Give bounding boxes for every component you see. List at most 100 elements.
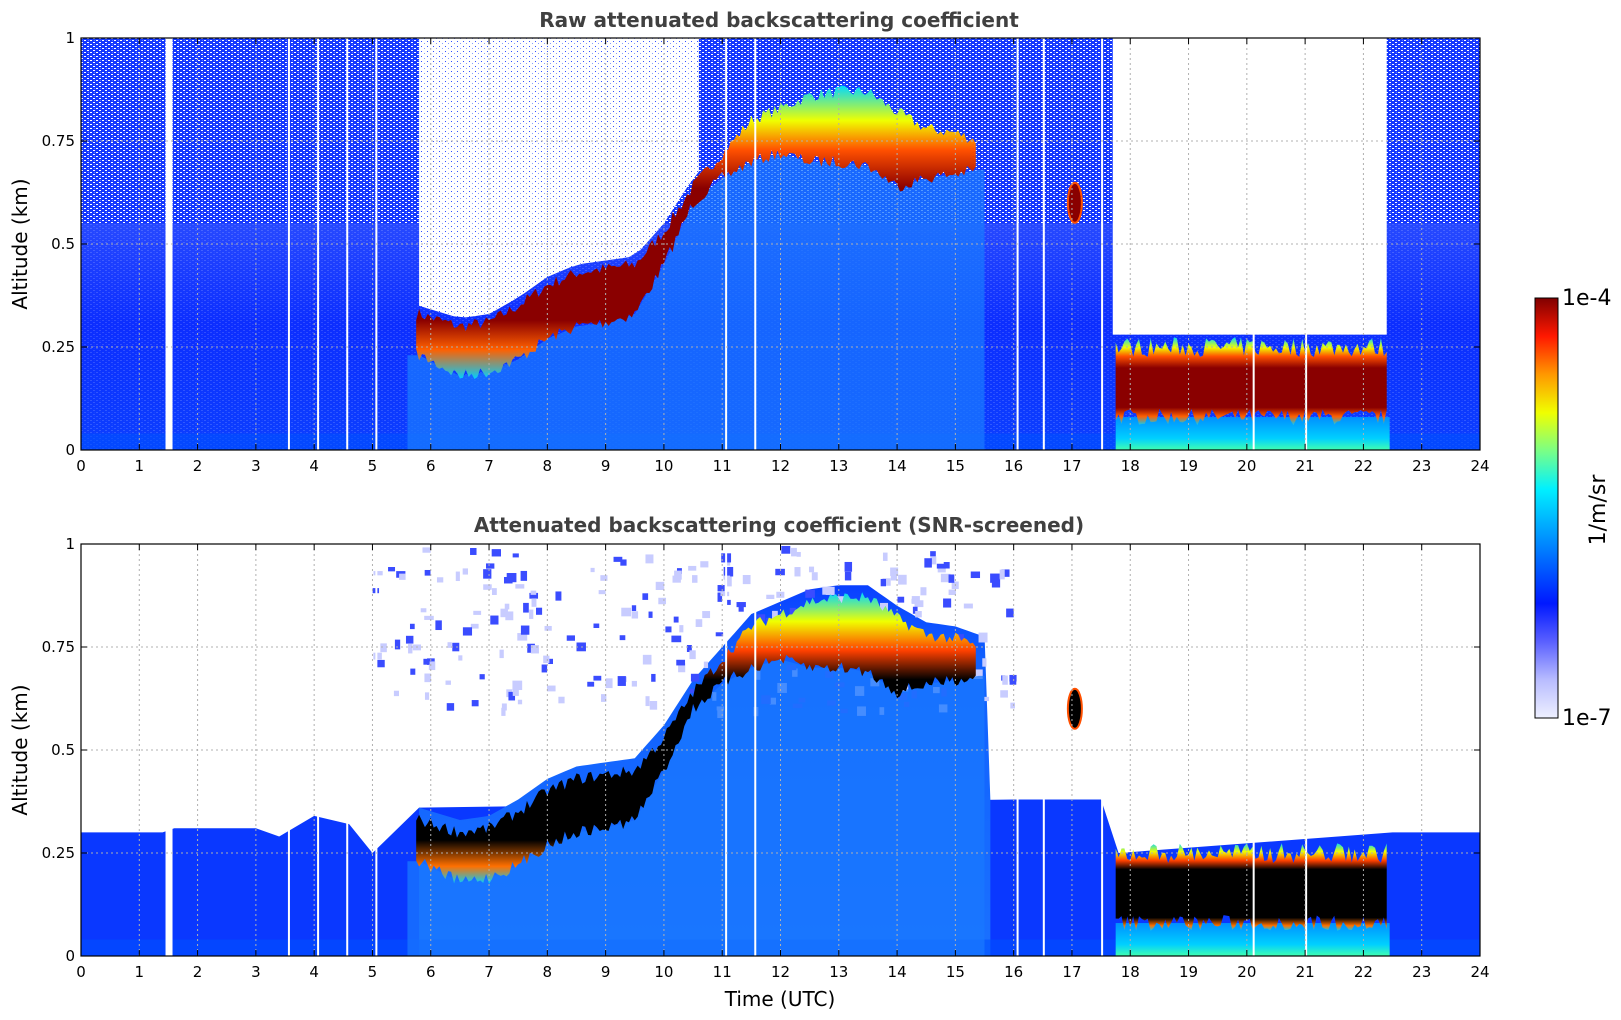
upper-return-screened [462, 568, 468, 575]
data-gap-raw [317, 38, 320, 450]
upper-return-screened [388, 567, 396, 572]
upper-return-screened [738, 606, 744, 612]
upper-return-screened [648, 611, 653, 618]
upper-return-screened [446, 703, 455, 711]
upper-return-screened [490, 615, 499, 625]
upper-return-screened [544, 625, 552, 631]
upper-return-screened [890, 574, 898, 581]
upper-return-screened [911, 596, 920, 604]
upper-return-screened [529, 609, 534, 619]
y-axis-label-screened: Altitude (km) [8, 684, 32, 815]
upper-return-screened [598, 590, 606, 595]
upper-return-screened [408, 644, 413, 654]
upper-return-screened [775, 568, 785, 576]
upper-return-screened [972, 669, 983, 679]
upper-return-screened [428, 661, 436, 671]
y-tick-label-screened: 0.5 [51, 741, 75, 759]
y-tick-label-screened: 0.25 [42, 844, 75, 862]
y-tick-label-raw: 1 [65, 29, 75, 47]
upper-return-screened [1010, 702, 1015, 709]
upper-return-screened [689, 650, 696, 660]
data-gap-screened [754, 544, 757, 956]
x-tick-label-screened: 15 [946, 963, 965, 981]
upper-return-screened [844, 561, 853, 572]
x-tick-label-raw: 24 [1470, 457, 1489, 475]
night-layer-screened [1115, 842, 1387, 931]
data-gap-raw [165, 38, 173, 450]
upper-return-screened [409, 623, 415, 630]
upper-return-screened [822, 586, 827, 595]
upper-return-screened [930, 556, 937, 565]
upper-return-screened [593, 623, 600, 629]
upper-return-screened [970, 571, 981, 579]
upper-return-screened [695, 619, 703, 627]
x-tick-label-screened: 0 [76, 963, 86, 981]
upper-return-screened [547, 685, 556, 692]
x-tick-label-screened: 11 [713, 963, 732, 981]
upper-return-screened [673, 616, 679, 623]
upper-return-screened [1000, 690, 1008, 698]
x-tick-label-screened: 6 [426, 963, 436, 981]
upper-return-screened [530, 590, 537, 595]
x-tick-label-raw: 13 [829, 457, 848, 475]
upper-return-screened [631, 611, 639, 619]
upper-return-screened [420, 608, 427, 613]
x-tick-label-raw: 4 [309, 457, 319, 475]
upper-return-screened [912, 606, 918, 614]
upper-return-screened [436, 577, 444, 583]
upper-return-screened [491, 549, 501, 557]
upper-return-screened [631, 680, 637, 687]
x-tick-label-raw: 8 [543, 457, 553, 475]
upper-return-screened [504, 603, 510, 610]
x-tick-label-screened: 19 [1179, 963, 1198, 981]
upper-return-screened [462, 627, 473, 636]
upper-return-screened [558, 696, 565, 704]
upper-return-screened [620, 559, 627, 566]
upper-return-screened [399, 573, 406, 580]
x-tick-label-screened: 24 [1470, 963, 1489, 981]
upper-return-screened [674, 570, 682, 580]
upper-return-screened [982, 658, 987, 667]
upper-return-screened [688, 565, 697, 571]
upper-return-screened [1009, 677, 1017, 685]
x-tick-label-raw: 23 [1412, 457, 1431, 475]
upper-return-screened [898, 574, 907, 585]
x-tick-label-raw: 5 [368, 457, 378, 475]
upper-return-screened [808, 566, 815, 573]
upper-return-screened [948, 574, 955, 583]
upper-return-screened [676, 659, 686, 666]
upper-return-screened [642, 654, 652, 665]
upper-return-screened [844, 571, 852, 581]
upper-return-screened [508, 691, 516, 701]
upper-return-screened [736, 602, 746, 608]
upper-return-screened [517, 699, 523, 705]
upper-return-screened [679, 625, 684, 633]
upper-return-screened [515, 584, 525, 589]
x-tick-label-raw: 19 [1179, 457, 1198, 475]
upper-return-screened [717, 585, 725, 592]
upper-return-screened [1006, 608, 1014, 618]
upper-return-screened [530, 645, 539, 654]
upper-return-screened [566, 635, 575, 641]
x-tick-label-screened: 22 [1354, 963, 1373, 981]
data-gap-screened [1252, 544, 1255, 956]
x-tick-label-raw: 15 [946, 457, 965, 475]
x-tick-label-raw: 9 [601, 457, 611, 475]
upper-return-screened [943, 562, 950, 569]
upper-return-screened [376, 659, 385, 668]
upper-return-screened [501, 707, 506, 716]
upper-return-screened [520, 625, 530, 635]
upper-return-screened [794, 567, 801, 577]
upper-return-screened [880, 578, 887, 587]
x-tick-label-screened: 21 [1296, 963, 1315, 981]
upper-return-screened [503, 576, 513, 584]
data-gap-raw [754, 38, 757, 450]
upper-return-screened [715, 632, 724, 637]
data-gap-screened [1042, 544, 1045, 956]
upper-return-screened [491, 588, 497, 596]
upper-return-screened [920, 587, 927, 596]
upper-return-screened [665, 626, 672, 633]
upper-return-screened [529, 592, 539, 599]
upper-return-screened [541, 664, 548, 673]
upper-return-screened [1001, 569, 1010, 577]
